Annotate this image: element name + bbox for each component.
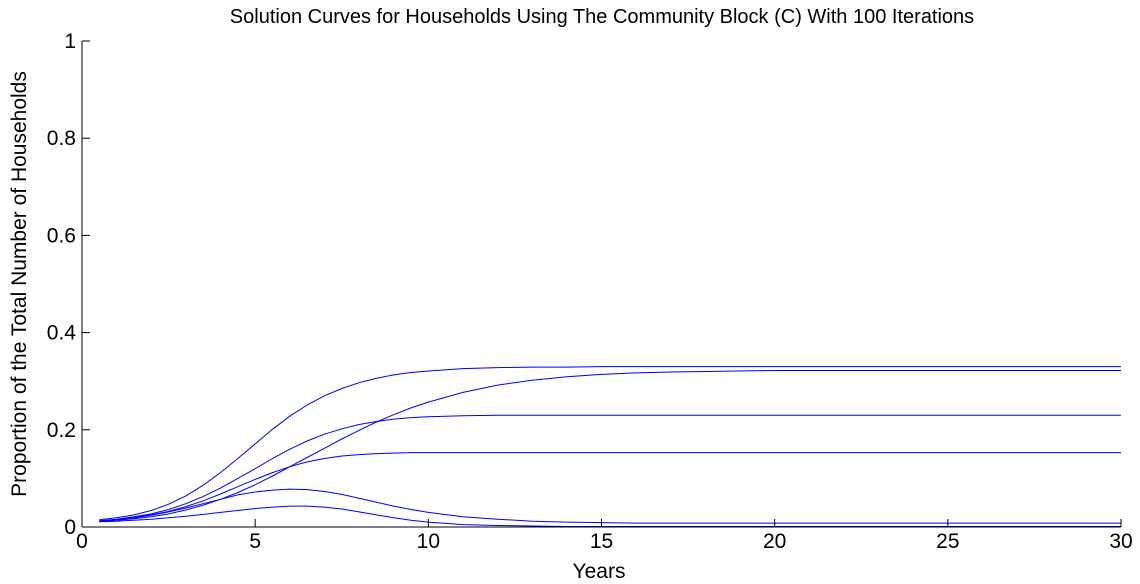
series-line-4	[99, 452, 1121, 522]
tick-layer: 0 5 10 15 20 25 30 0 0.2 0.4 0.6 0.8 1	[47, 30, 1133, 553]
x-tick-label: 20	[763, 530, 786, 553]
y-tick-label: 0.6	[47, 224, 76, 247]
y-tick-label: 0.4	[47, 322, 77, 345]
series-line-3	[99, 414, 1121, 522]
chart-title: Solution Curves for Households Using The…	[230, 6, 974, 28]
x-tick-label: 5	[249, 530, 261, 553]
y-tick-label: 0.2	[47, 419, 76, 442]
series-line-5	[99, 488, 1121, 524]
y-tick-label: 1	[64, 30, 76, 53]
x-tick-label: 0	[76, 530, 88, 553]
series-layer	[99, 366, 1121, 527]
y-axis-label: Proportion of the Total Number of Househ…	[8, 71, 31, 497]
series-line-1	[99, 366, 1121, 521]
y-tick-label: 0.8	[47, 127, 76, 150]
x-tick-label: 10	[417, 530, 440, 553]
x-tick-label: 15	[590, 530, 613, 553]
axes-layer	[81, 41, 1121, 528]
x-tick-label: 30	[1109, 530, 1132, 553]
x-tick-label: 25	[936, 530, 959, 553]
x-axis-label: Years	[573, 560, 626, 583]
series-line-2	[99, 370, 1121, 522]
y-tick-label: 0	[64, 516, 76, 539]
